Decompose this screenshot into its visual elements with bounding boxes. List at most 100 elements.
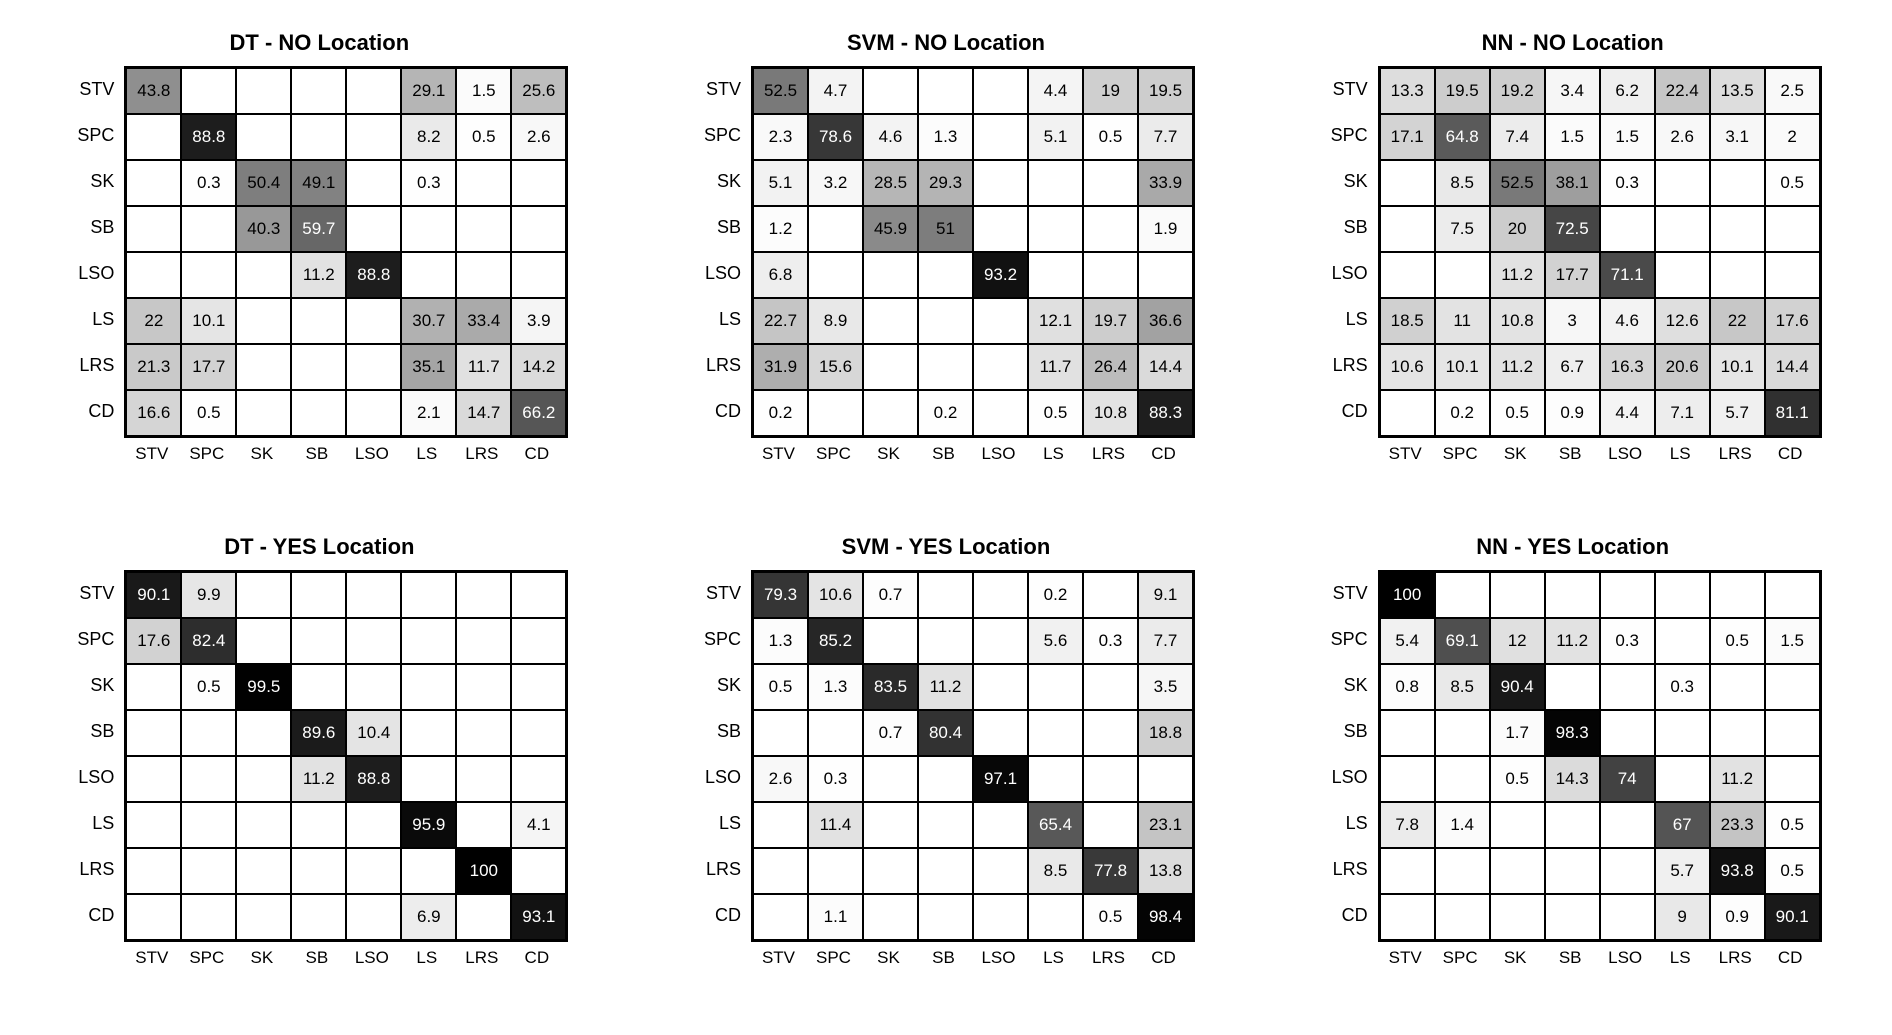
matrix-cell: 0.5 [753, 664, 808, 710]
matrix-cell: 2.1 [401, 390, 456, 436]
matrix-cell: 13.5 [1710, 68, 1765, 114]
col-labels: STVSPCSKSBLSOLSLRSCD [124, 948, 564, 968]
row-label: LS [70, 296, 118, 342]
matrix-cell: 19.5 [1138, 68, 1193, 114]
matrix-cell: 14.2 [511, 344, 566, 390]
row-label: CD [697, 388, 745, 434]
row-label: CD [697, 892, 745, 938]
matrix-cell [126, 710, 181, 756]
matrix-cell [1490, 848, 1545, 894]
matrix-cell: 19 [1083, 68, 1138, 114]
matrix-cell: 33.9 [1138, 160, 1193, 206]
matrix-cell [1490, 894, 1545, 940]
matrix-cell [511, 710, 566, 756]
matrix-cell: 11.7 [1028, 344, 1083, 390]
matrix-cell: 29.1 [401, 68, 456, 114]
matrix-cell: 29.3 [918, 160, 973, 206]
matrix-cell [1380, 160, 1435, 206]
matrix-cell: 6.7 [1545, 344, 1600, 390]
matrix-cells: 13.319.519.23.46.222.413.52.517.164.87.4… [1378, 66, 1822, 438]
matrix-cell [291, 572, 346, 618]
col-label: LRS [1708, 948, 1763, 968]
matrix-body: STVSPCSKSBLSOLSLRSCD43.829.11.525.688.88… [70, 66, 568, 464]
matrix-panel: SVM - YES LocationSTVSPCSKSBLSOLSLRSCD79… [663, 534, 1230, 968]
matrix-cell [1435, 710, 1490, 756]
matrix-body: STVSPCSKSBLSOLSLRSCD79.310.60.70.29.11.3… [697, 570, 1195, 968]
row-label: LRS [1324, 342, 1372, 388]
matrix-cell [1138, 252, 1193, 298]
col-label: LS [399, 444, 454, 464]
matrix-cell: 93.8 [1710, 848, 1765, 894]
matrix-cell [1710, 572, 1765, 618]
matrix-cell [181, 68, 236, 114]
matrix-cell [181, 894, 236, 940]
matrix-cell: 81.1 [1765, 390, 1820, 436]
matrix-cell: 16.3 [1600, 344, 1655, 390]
matrix-cell: 35.1 [401, 344, 456, 390]
matrix-cell: 77.8 [1083, 848, 1138, 894]
matrix-cell: 4.6 [1600, 298, 1655, 344]
row-label: LSO [1324, 754, 1372, 800]
matrix-cell: 5.4 [1380, 618, 1435, 664]
matrix-cell [126, 160, 181, 206]
matrix-cell [401, 848, 456, 894]
matrix-cell [346, 664, 401, 710]
matrix-cell: 0.5 [1490, 390, 1545, 436]
row-label: SB [697, 708, 745, 754]
col-label: CD [509, 444, 564, 464]
matrix-cell: 59.7 [291, 206, 346, 252]
matrix-cell: 5.1 [753, 160, 808, 206]
matrix-cell [456, 894, 511, 940]
matrix-cell [1655, 618, 1710, 664]
matrix-cell [973, 206, 1028, 252]
matrix-cell: 0.9 [1545, 390, 1600, 436]
matrix-cell: 10.1 [1710, 344, 1765, 390]
matrix-cell [863, 848, 918, 894]
matrix-cell [1380, 756, 1435, 802]
matrix-cell: 11.7 [456, 344, 511, 390]
matrix-cell [1435, 848, 1490, 894]
matrix-title: NN - NO Location [1482, 30, 1664, 56]
matrix-cell [973, 664, 1028, 710]
matrix-cell [1765, 664, 1820, 710]
matrix-cell [1545, 848, 1600, 894]
matrix-cell: 10.6 [808, 572, 863, 618]
matrix-cell [291, 344, 346, 390]
matrix-cell [1083, 802, 1138, 848]
matrix-cell: 7.8 [1380, 802, 1435, 848]
row-label: SB [1324, 204, 1372, 250]
row-label: STV [697, 570, 745, 616]
row-label: LS [697, 296, 745, 342]
matrix-cell: 19.5 [1435, 68, 1490, 114]
matrix-cell [1765, 572, 1820, 618]
matrix-body: STVSPCSKSBLSOLSLRSCD1005.469.11211.20.30… [1324, 570, 1822, 968]
matrix-cell: 10.8 [1490, 298, 1545, 344]
matrix-cell [1545, 572, 1600, 618]
matrix-cell [1083, 252, 1138, 298]
matrix-cell [918, 68, 973, 114]
col-label: SPC [806, 444, 861, 464]
matrix-cell [1380, 206, 1435, 252]
matrix-cell [1545, 894, 1600, 940]
matrix-cell [346, 572, 401, 618]
matrix-cell: 10.8 [1083, 390, 1138, 436]
matrix-cell: 49.1 [291, 160, 346, 206]
matrix-cell [1028, 252, 1083, 298]
matrix-cell: 17.7 [181, 344, 236, 390]
matrix-cell [456, 252, 511, 298]
matrix-cell [973, 802, 1028, 848]
matrix-cell: 0.5 [181, 390, 236, 436]
matrix-cell [1765, 756, 1820, 802]
row-label: SK [1324, 662, 1372, 708]
matrix-cell [511, 664, 566, 710]
matrix-cell: 11.2 [918, 664, 973, 710]
matrix-cell [1083, 710, 1138, 756]
matrix-cell [401, 618, 456, 664]
matrix-cells: 90.19.917.682.40.599.589.610.411.288.895… [124, 570, 568, 942]
matrix-cell [973, 848, 1028, 894]
matrix-cell: 100 [456, 848, 511, 894]
row-label: SB [70, 204, 118, 250]
matrix-cell: 2.6 [1655, 114, 1710, 160]
col-label: LRS [1081, 948, 1136, 968]
row-label: LRS [70, 846, 118, 892]
